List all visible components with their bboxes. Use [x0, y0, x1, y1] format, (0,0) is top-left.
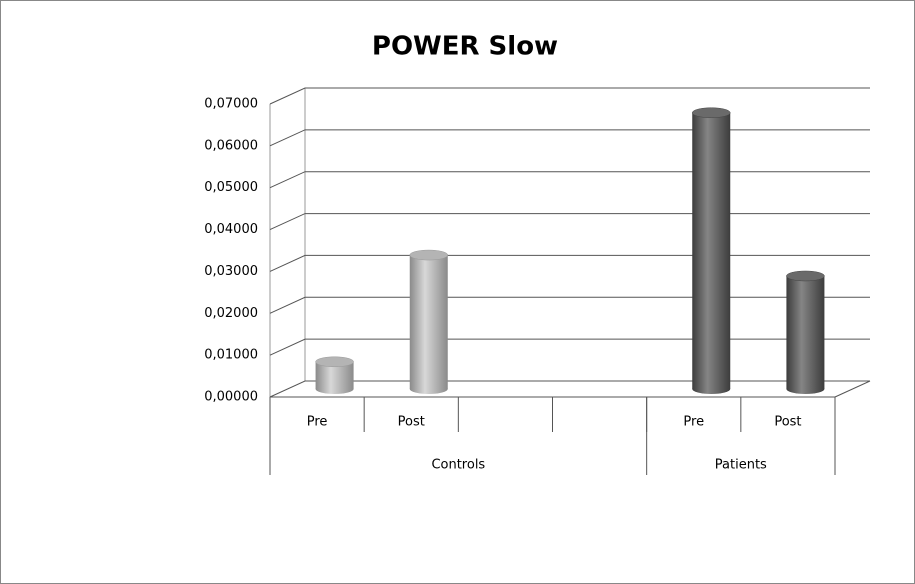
- y-tick-label: 0,00000: [204, 390, 258, 405]
- x-tick-label: Post: [398, 415, 425, 430]
- bar: [786, 270, 825, 394]
- x-tick-label: Pre: [307, 415, 328, 430]
- y-tick-label: 0,04000: [204, 222, 258, 237]
- x-tick-label: Post: [774, 415, 801, 430]
- x-tick-label: Pre: [683, 415, 704, 430]
- y-tick-label: 0,03000: [204, 264, 258, 279]
- grid-line: [269, 380, 870, 398]
- group-label: Controls: [431, 458, 485, 473]
- bar-body: [692, 112, 731, 389]
- grid-line: [269, 296, 870, 314]
- y-tick-label: 0,06000: [204, 138, 258, 153]
- grid-line: [269, 213, 870, 231]
- grid-line: [269, 254, 870, 272]
- floor-edge: [834, 380, 871, 398]
- bar-top: [786, 270, 825, 282]
- grid-line: [269, 171, 870, 189]
- bar: [315, 356, 354, 394]
- y-tick-label: 0,05000: [204, 180, 258, 195]
- bar-body: [409, 255, 448, 389]
- y-tick-label: 0,02000: [204, 306, 258, 321]
- bar-top: [315, 356, 354, 368]
- bar: [409, 249, 448, 394]
- bar-top: [409, 249, 448, 261]
- grid-line: [269, 338, 870, 356]
- grid-line: [269, 87, 870, 105]
- bar: [692, 107, 731, 394]
- chart-title: POWER Slow: [372, 32, 558, 62]
- group-label: Patients: [715, 458, 767, 473]
- grid-line: [269, 129, 870, 147]
- bar-body: [786, 275, 825, 389]
- y-tick-label: 0,01000: [204, 348, 258, 363]
- y-tick-label: 0,07000: [204, 97, 258, 112]
- bar-top: [692, 107, 731, 118]
